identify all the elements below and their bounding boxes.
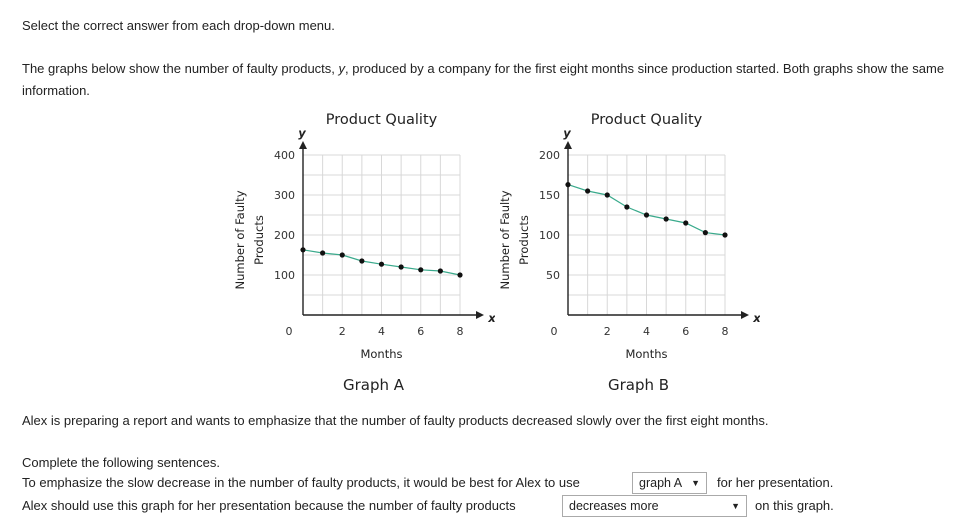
y-tick-label: 150: [539, 189, 560, 202]
origin-label: 0: [551, 325, 558, 338]
reason-choice-value: decreases more: [569, 499, 659, 513]
x-tick-label: 6: [417, 325, 424, 338]
graph-choice-value: graph A: [639, 476, 683, 490]
data-point: [663, 216, 669, 222]
data-point: [457, 272, 463, 278]
triangle-down-icon: ▼: [731, 501, 740, 511]
x-axis-label: Months: [625, 347, 667, 361]
data-point: [585, 188, 591, 194]
y-tick-label: 100: [274, 269, 295, 282]
x-tick-label: 4: [643, 325, 650, 338]
triangle-down-icon: ▼: [691, 478, 700, 488]
data-point: [437, 268, 443, 274]
graph-b-caption: Graph B: [608, 376, 670, 394]
data-point: [683, 220, 689, 226]
sentence1-before: To emphasize the slow decrease in the nu…: [22, 475, 580, 490]
data-point: [702, 230, 708, 236]
data-point: [378, 261, 385, 267]
y-tick-label: 200: [274, 229, 295, 242]
x-axis-arrow-icon: [741, 311, 749, 319]
data-point: [565, 182, 571, 188]
y-tick-label: 50: [546, 269, 560, 282]
intro-part1: The graphs below show the number of faul…: [22, 61, 339, 76]
chart-title: Product Quality: [591, 112, 703, 128]
data-point: [604, 192, 610, 198]
complete-text: Complete the following sentences.: [22, 455, 221, 470]
chart-title: Product Quality: [326, 112, 438, 128]
x-axis-variable: x: [752, 311, 760, 325]
origin-label: 0: [286, 325, 293, 338]
x-axis-arrow-icon: [476, 311, 484, 319]
y-axis-variable: y: [563, 126, 571, 140]
data-point: [398, 264, 404, 270]
x-tick-label: 8: [457, 325, 464, 338]
data-point: [643, 212, 650, 218]
y-tick-label: 400: [274, 149, 295, 162]
intro-paragraph: The graphs below show the number of faul…: [22, 58, 962, 102]
x-axis-label: Months: [360, 347, 402, 361]
data-point: [722, 232, 728, 238]
data-point: [300, 247, 306, 253]
graph-a-caption: Graph A: [343, 376, 405, 394]
data-point: [320, 250, 326, 256]
graph-b-chart: Product Quality y x 50 100 150 200 2 4 6 8 0 Months N…: [498, 112, 760, 361]
y-axis-arrow-icon: [299, 141, 307, 149]
data-point: [359, 258, 365, 264]
y-tick-label: 300: [274, 189, 295, 202]
data-point: [339, 252, 345, 258]
y-axis-label-line1: Number of Faulty: [498, 190, 512, 289]
y-axis-label-line2: Products: [517, 215, 531, 265]
report-text: Alex is preparing a report and wants to …: [22, 413, 769, 428]
y-tick-label: 200: [539, 149, 560, 162]
data-point: [418, 267, 424, 273]
y-axis-arrow-icon: [564, 141, 572, 149]
x-tick-label: 6: [682, 325, 689, 338]
x-axis-variable: x: [487, 311, 495, 325]
x-tick-label: 2: [604, 325, 611, 338]
y-axis-variable: y: [298, 126, 306, 140]
y-tick-label: 100: [539, 229, 560, 242]
y-axis-label-line2: Products: [252, 215, 266, 265]
sentence2-after: on this graph.: [755, 498, 834, 513]
y-axis-label-line1: Number of Faulty: [233, 190, 247, 289]
graph-a-chart: Product Quality y x 100 200 300 400 2 4 6 8 0 Months…: [233, 112, 495, 361]
sentence1-after: for her presentation.: [717, 475, 834, 490]
x-tick-label: 4: [378, 325, 385, 338]
x-tick-label: 8: [722, 325, 729, 338]
instructions: Select the correct answer from each drop…: [22, 18, 335, 33]
data-point: [624, 204, 630, 210]
intro-part2: , produced by a company for the first ei…: [22, 61, 945, 98]
sentence2-before: Alex should use this graph for her prese…: [22, 498, 516, 513]
intro-variable: y: [338, 61, 346, 76]
x-tick-label: 2: [339, 325, 346, 338]
reason-choice-dropdown[interactable]: decreases more ▼: [562, 495, 747, 517]
graph-choice-dropdown[interactable]: graph A ▼: [632, 472, 707, 494]
